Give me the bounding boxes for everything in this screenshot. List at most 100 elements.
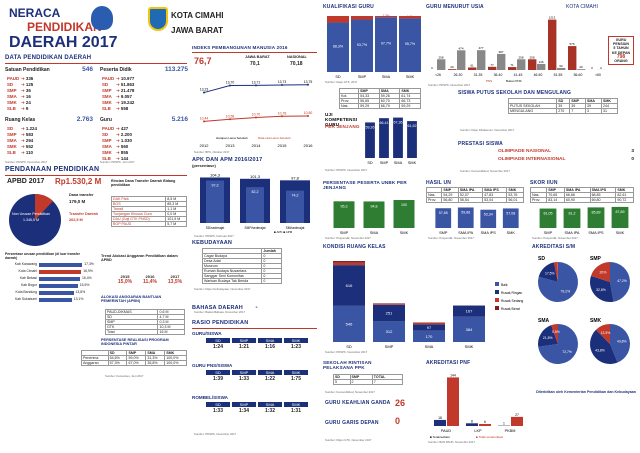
ukg-source: Sumber: PDSPK, November 2017 [325,168,368,172]
table-row: Penerima 54,6% 59,0% 31,3% 100,0% [81,355,187,361]
gmu-note: GURU PENSIUN 5 TAHUN KE DEPAN 798 ORANG [608,36,634,66]
title-3: DAERAH 2017 [9,34,118,51]
kebud-source: Sumber: Ditjen Kebudayaan, November 2017 [194,287,251,291]
un-table: SMP SMA SMK Kot. 54,33 59,26 61,74 Prov. 56,65 60… [338,88,421,109]
kg-cat: SMA [382,75,391,79]
kondisi-cat: SMA [425,344,434,349]
rasio-col: SD [206,370,230,375]
gmu-bar-bukan [477,50,486,70]
siun-svg-value: 85,89 [592,210,601,214]
rasio-val: 1:23 [290,344,301,350]
ranking-bar [39,298,72,302]
hun-title: HASIL UN [426,180,452,186]
ukg-svg-bar [365,122,375,158]
kondisi-legend-swatch [495,306,499,310]
ipm-hls-label: 13,23 [200,88,209,92]
kg-chart: 88,3% 11,7% SD 93,7% 6,3% SMP 97,7% 2,3% SMA 95,7… [327,13,421,79]
apk-value: 104,3 [210,172,221,177]
ukg-svg-bar [379,118,389,158]
dpd-title: DATA PENDIDIKAN DAERAH [5,55,92,61]
gmu-pns-value: 61 [470,63,474,67]
akred-slice-label: 17,5% [545,271,555,275]
gmu-bar-bukan [517,59,526,70]
pres-source: Sumber: Kemendikbud, November 2017 [460,169,510,173]
gmu-bukan-value: 387 [498,50,503,54]
ggd-value: 0 [395,416,401,426]
bahasa-title: BAHASA DAERAH [192,305,243,311]
gmu-pns-value: 71 [510,63,514,67]
siun-source: Sumber: Puspendik, November 2017 [532,236,578,240]
gmu-bukan-value: 50 [559,64,563,68]
gmu-legend-pns: PNS [486,79,492,83]
apm-bar [286,190,304,223]
hun-svg-value: 53,34 [484,213,493,217]
ipm-year-label: 2013 [226,143,236,148]
siun-svg-value: 87,89 [616,210,625,214]
rasio-label: ROMBEL/SISWA [192,395,228,400]
gmu-bar-bukan [537,63,546,70]
akred-slice [538,324,578,364]
header: NERACA PENDIDIKAN DAERAH 2017 KOTA CIMAH… [5,4,315,54]
unbk-svg-value: 94,8 [371,204,378,208]
kondisi-bar [413,324,445,331]
kondisi-legend-label: Rusak Berat [501,307,520,311]
prestasi-row: OLIMPIADE INTERNASIONAL 0 [498,157,634,162]
kg-bar-s1 [327,22,349,72]
table-row: Anggaran 57,3% 67,0% 35,8% 100,0% [81,360,187,366]
trend-label: Trend Alokasi Anggaran Pendidikan dalam … [101,254,178,262]
ipm-hls-point [255,84,257,87]
hun-chart: 57,65 SMP 59,86 SMA IPA 53,34 SMA IPS 57,08 SMK [435,207,519,235]
rasio-val: 1:39 [212,376,223,382]
akred-slice [556,262,558,282]
section-kondisi: KONDISI RUANG KELAS 546 616 SD 312 251 SMP 170… [323,244,531,356]
dpd-total: 2.763 [76,116,93,123]
section-rasio: RASIO PENDIDIKAN GURU/SISWA SD 1:24 SMP 1:21… [192,320,320,450]
apbd-label: APBD 2017 [7,178,45,185]
apk-cat: SMP/sederajat [245,226,266,230]
gmu-pns-value: 1213 [549,16,556,20]
dpd-label: Guru [100,117,112,123]
dpd-row: SD ➜ 51.863 [102,82,135,87]
section-ukg: SMP SMA SMK Kot. 54,33 59,26 61,74 Prov. 56,65 60… [323,88,423,178]
gmu-bar-pns [568,46,577,70]
ukg-chart: 59,26 SD 66,41 SMP 67,36 SMA 61,52 SMK [365,117,417,165]
kg-s1-value: 95,7% [405,42,416,46]
akred-slice-label: 43,8% [617,340,627,344]
persen-label: Persentase urusan pendidikan (di luar tr… [5,252,80,260]
gmu-pns-value: 258 [529,55,534,59]
gmu-bar-bukan [577,69,586,70]
rasio-val: 1:24 [212,344,223,350]
hun-svg-value: 59,86 [461,210,470,214]
siun-svg-cat: SMP [544,231,553,235]
pie-transfer-label: Transfer Daerah [69,212,98,216]
apbd-value: Rp1.530,2 M [55,177,102,186]
dpd-total: 546 [82,66,93,73]
rasio-col: SMK [284,402,308,407]
kondisi-bar [373,304,405,305]
rasio-val: 1:31 [290,408,301,414]
pnf-source: Sumber: BAN PAUD, November 2017 [428,440,475,444]
rasio-val: 1:22 [264,376,275,382]
gmu-age: 41-45 [514,73,523,77]
ipm-nas: 70,18 [290,61,303,67]
kebud-table: Jumlah Cagar Budaya 0 Desa Adat 0 Museum 0 Ruma… [201,248,282,284]
apm-value: 97,3 [212,184,219,188]
table-row: Prov. 83,14 60,90 69,80 90,72 [529,197,634,203]
ipm-rls-label: 10,80 [304,111,313,115]
kg-cat: SD [335,75,341,79]
ipm-jabar-label: JAWA BARAT [245,55,270,59]
region-prov: JAWA BARAT [171,26,223,35]
pnf-chart: 18 144 PAUD 8 6 LKP 1 27 PKBM ■ Terakreditasi ■ Ti… [430,373,523,439]
gmu-age: >60 [595,73,601,77]
gmu-bar-pns [468,67,477,70]
akred-slice-label: 43,8% [595,349,605,353]
ranking-bar [39,277,80,281]
ggd-title: GURU GARIS DEPAN [325,420,379,426]
ranking-row: Kab Bekasi 16,4% [19,276,92,281]
rasio-col: SD [206,338,230,343]
sps-title: SISWA PUTUS SEKOLAH DAN MENGULANG [458,90,572,96]
hun-svg-value: 57,08 [506,211,515,215]
gmu-pns-value: 77 [490,63,494,67]
akred-slice [595,324,611,344]
